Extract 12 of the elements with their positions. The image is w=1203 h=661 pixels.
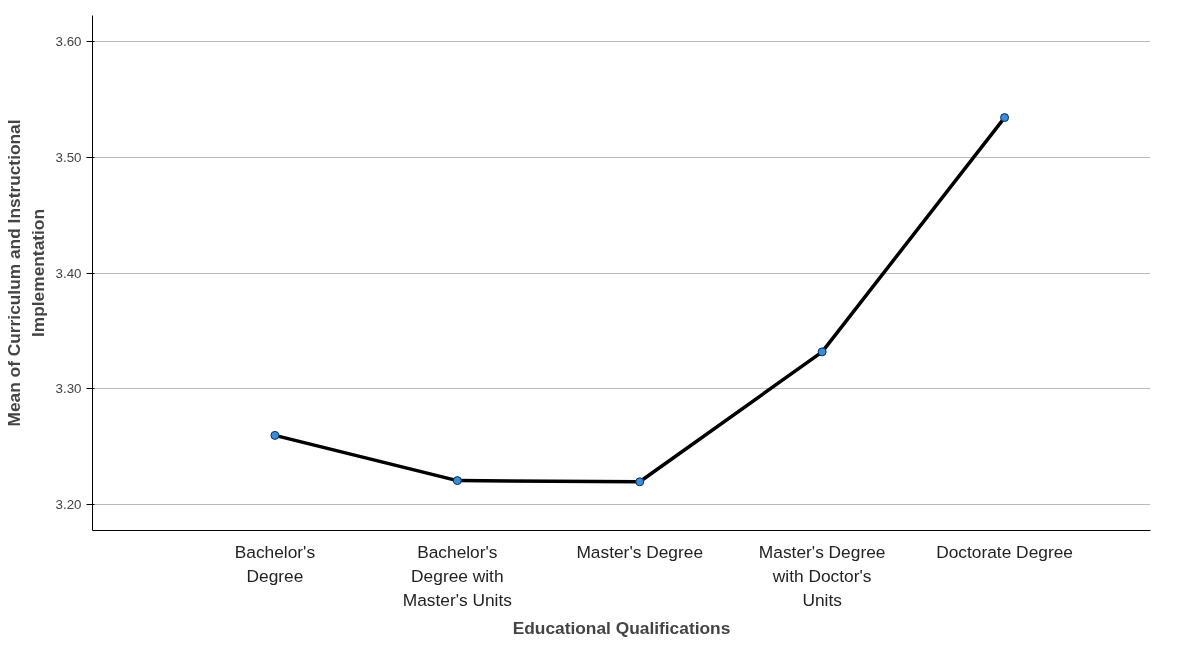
- y-tick-label: 3.60: [55, 33, 82, 49]
- x-tick-label: Master's Degree with Doctor's Units: [758, 541, 886, 610]
- x-tick-label: Master's Degree: [576, 541, 704, 562]
- x-tick-label: Bachelor's Degree with Master's Units: [402, 541, 513, 610]
- y-tick-label: 3.50: [55, 149, 82, 165]
- y-axis-title: Mean of Curriculum and Instructional Implementation: [3, 119, 48, 427]
- y-tick-label: 3.40: [55, 265, 82, 281]
- y-tick-label: 3.30: [55, 381, 82, 397]
- x-axis-title: Educational Qualifications: [512, 617, 731, 638]
- y-tick-label: 3.20: [55, 497, 82, 513]
- x-tick-label: Bachelor's Degree: [234, 541, 316, 586]
- x-tick-label: Doctorate Degree: [936, 541, 1073, 562]
